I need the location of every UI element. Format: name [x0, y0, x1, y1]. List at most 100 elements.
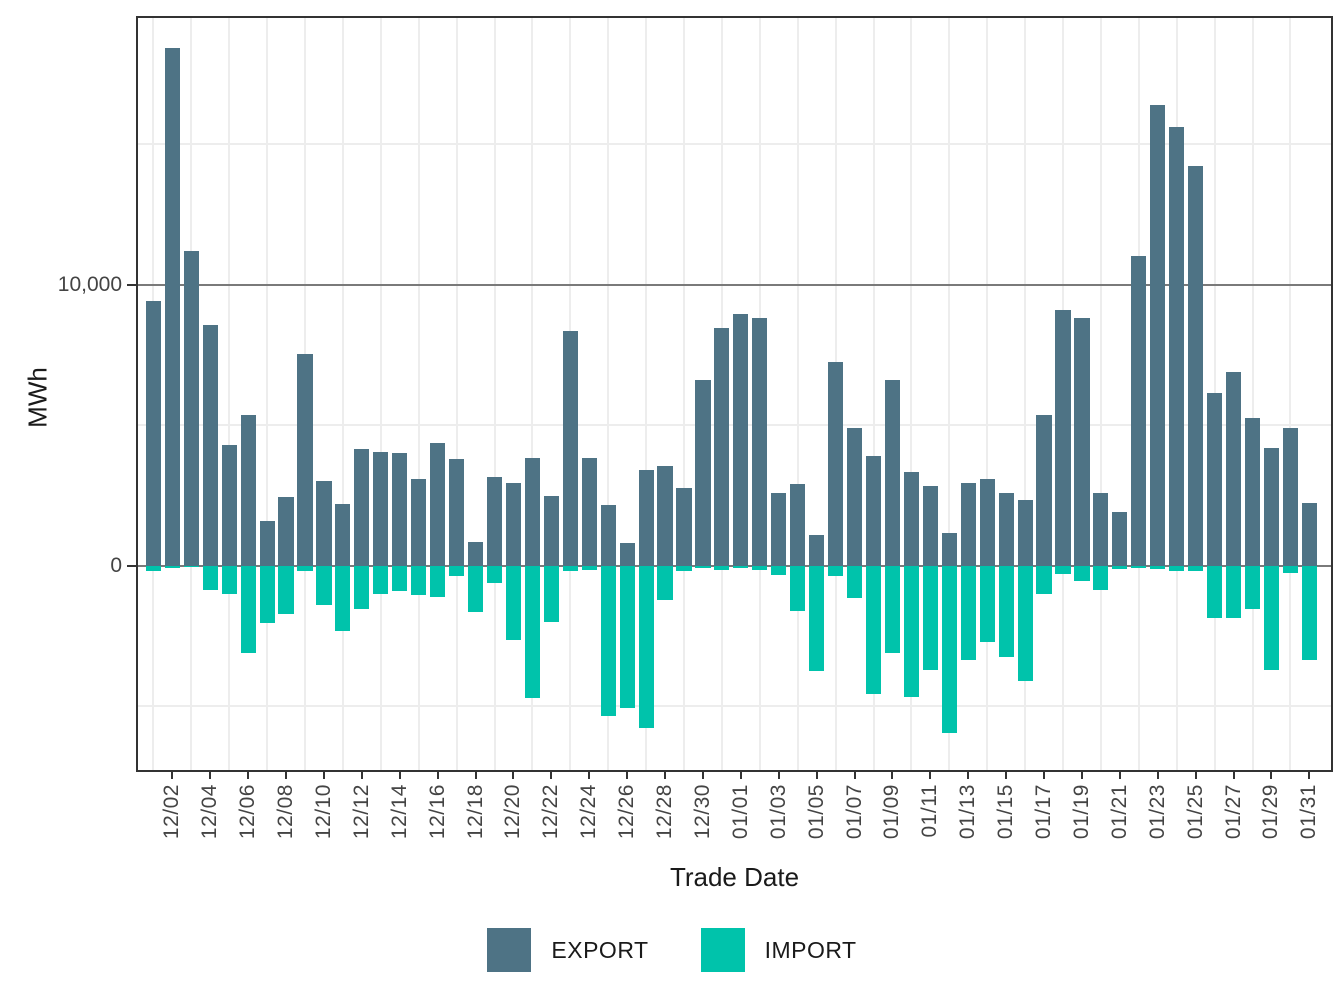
- import-bar-01/16: [1017, 565, 1033, 682]
- import-bar-12/20: [505, 565, 522, 641]
- gridline-minor-vertical: [379, 18, 382, 770]
- x-tick-mark: [1118, 770, 1121, 779]
- x-tick-mark: [436, 770, 439, 779]
- legend: EXPORT IMPORT: [0, 928, 1344, 972]
- gridline-minor: [138, 142, 1331, 145]
- x-tick-label: 12/20: [501, 784, 525, 840]
- export-bar-12/01: [145, 301, 161, 566]
- export-bar-01/15: [998, 492, 1014, 566]
- export-bar-01/23: [1150, 104, 1166, 566]
- export-bar-01/26: [1207, 392, 1223, 566]
- gridline-minor-vertical: [607, 18, 610, 770]
- export-bar-12/03: [183, 250, 199, 566]
- import-bar-12/21: [524, 565, 540, 698]
- x-tick-mark: [285, 770, 288, 779]
- export-bar-01/31: [1301, 502, 1317, 566]
- gridline-minor-vertical: [948, 18, 951, 770]
- import-bar-12/22: [543, 565, 559, 623]
- plot-panel: [138, 18, 1331, 770]
- export-bar-12/28: [657, 465, 673, 566]
- export-bar-01/30: [1282, 428, 1298, 566]
- export-bar-12/24: [581, 457, 597, 566]
- gridline-major: [138, 283, 1331, 286]
- export-bar-12/18: [467, 541, 484, 566]
- import-bar-01/15: [998, 565, 1014, 658]
- legend-label-export: EXPORT: [551, 936, 649, 963]
- x-tick-label: 12/30: [690, 784, 714, 840]
- export-bar-12/14: [392, 453, 408, 566]
- export-bar-12/05: [221, 444, 237, 566]
- gridline-minor-vertical: [1024, 18, 1027, 770]
- export-bar-01/12: [941, 533, 957, 566]
- export-bar-12/21: [524, 457, 540, 566]
- x-tick-mark: [815, 770, 818, 779]
- x-tick-label: 12/10: [311, 784, 335, 840]
- export-bar-01/22: [1131, 256, 1147, 566]
- import-bar-12/10: [316, 565, 332, 606]
- x-tick-mark: [626, 770, 629, 779]
- x-tick-label: 01/09: [880, 784, 904, 840]
- x-tick-mark: [664, 770, 667, 779]
- gridline-minor-vertical: [341, 18, 344, 770]
- import-bar-01/20: [1093, 565, 1109, 590]
- legend-swatch-import: [700, 928, 745, 972]
- export-bar-01/09: [884, 380, 901, 566]
- export-bar-01/13: [960, 482, 976, 566]
- export-bar-12/15: [411, 478, 427, 566]
- import-bar-12/24: [581, 565, 597, 571]
- import-bar-01/30: [1282, 565, 1298, 573]
- import-bar-12/31: [714, 565, 730, 570]
- x-tick-label: 12/14: [387, 784, 411, 840]
- x-tick-mark: [398, 770, 401, 779]
- export-bar-01/14: [979, 478, 995, 566]
- export-bar-12/27: [638, 470, 654, 566]
- x-tick-mark: [1005, 770, 1008, 779]
- x-tick-label: 01/15: [994, 784, 1018, 840]
- x-tick-label: 12/16: [425, 784, 449, 840]
- export-bar-01/04: [790, 484, 806, 566]
- gridline-minor-vertical: [1099, 18, 1102, 770]
- export-bar-12/13: [373, 451, 389, 566]
- export-bar-01/29: [1263, 447, 1280, 566]
- import-bar-01/17: [1036, 565, 1052, 594]
- export-bar-01/24: [1169, 127, 1185, 566]
- import-bar-01/25: [1188, 565, 1204, 571]
- import-bar-01/07: [846, 565, 863, 599]
- gridline-minor-vertical: [455, 18, 458, 770]
- import-bar-01/08: [865, 565, 882, 694]
- x-tick-mark: [1270, 770, 1273, 779]
- export-bar-12/07: [259, 520, 275, 566]
- x-tick-label: 01/13: [956, 784, 980, 840]
- import-bar-12/17: [449, 565, 465, 577]
- gridline-minor-vertical: [493, 18, 496, 770]
- import-bar-12/28: [657, 565, 673, 600]
- import-bar-12/14: [392, 565, 408, 592]
- export-bar-12/31: [714, 328, 730, 566]
- x-tick-label: 12/06: [236, 784, 260, 840]
- import-bar-12/15: [411, 565, 427, 596]
- x-tick-label: 01/01: [728, 784, 752, 840]
- x-tick-label: 12/12: [349, 784, 373, 840]
- x-tick-mark: [1043, 770, 1046, 779]
- gridline-minor-vertical: [266, 18, 269, 770]
- export-bar-01/08: [865, 456, 882, 566]
- export-bar-01/06: [828, 361, 844, 566]
- export-bar-01/03: [771, 492, 787, 566]
- x-tick-label: 01/31: [1297, 784, 1321, 840]
- import-bar-12/11: [335, 565, 351, 631]
- x-tick-mark: [701, 770, 704, 779]
- x-tick-mark: [1308, 770, 1311, 779]
- import-bar-01/31: [1301, 565, 1317, 661]
- export-bar-12/16: [430, 443, 446, 566]
- x-tick-label: 01/11: [918, 784, 942, 838]
- import-bar-12/27: [638, 565, 654, 728]
- x-tick-label: 01/27: [1221, 784, 1245, 840]
- legend-entry-export: EXPORT: [487, 928, 648, 972]
- export-bar-01/18: [1055, 309, 1071, 566]
- import-bar-01/03: [771, 565, 787, 576]
- x-tick-mark: [1080, 770, 1083, 779]
- import-bar-01/21: [1112, 565, 1128, 570]
- import-bar-12/25: [600, 565, 616, 717]
- y-tick-label: 10,000: [57, 272, 122, 296]
- import-bar-01/13: [960, 565, 976, 661]
